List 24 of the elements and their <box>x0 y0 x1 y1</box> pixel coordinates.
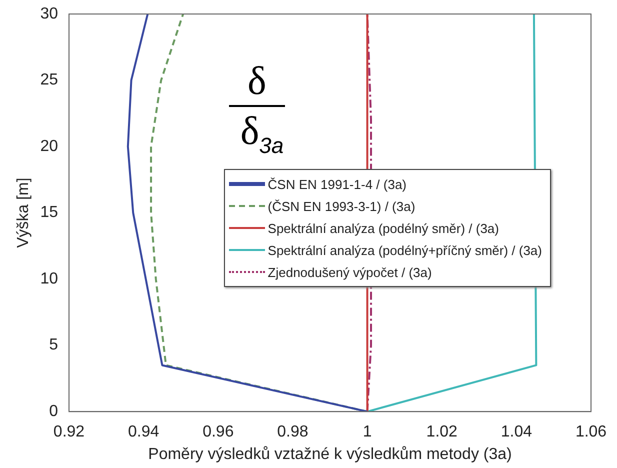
x-tick-label: 1.04 <box>500 424 532 441</box>
x-tick-label: 1 <box>362 424 372 441</box>
y-tick-label: 15 <box>40 204 58 222</box>
x-tick-label: 0.92 <box>53 424 85 441</box>
y-tick-label: 0 <box>49 403 58 420</box>
x-tick-label: 1.02 <box>426 424 458 441</box>
legend-label: Spektrální analýza (podélný směr) / (3a) <box>268 220 499 236</box>
legend-label: ČSN EN 1991-1-4 / (3a) <box>268 176 407 192</box>
legend-label: Spektrální analýza (podélný+příčný směr) / (3a) <box>268 242 542 258</box>
y-tick-label: 10 <box>40 270 58 288</box>
x-tick-label: 1.06 <box>575 424 607 441</box>
x-tick-label: 0.96 <box>202 424 234 441</box>
annotation: δ <box>246 58 268 103</box>
x-axis-title: Poměry výsledků vztažné k výsledkům metody (3a) <box>148 446 512 463</box>
y-tick-label: 5 <box>49 336 58 354</box>
y-tick-label: 20 <box>40 138 58 155</box>
x-tick-label: 0.98 <box>277 424 308 441</box>
annotation: δ$_{3a}$ <box>239 108 285 160</box>
x-tick-label: 0.94 <box>128 424 160 441</box>
legend-label: Zjednodušený výpočet / (3a) <box>268 264 432 280</box>
y-tick-label: 30 <box>40 5 58 22</box>
legend-label: (ČSN EN 1993-3-1) / (3a) <box>268 198 416 214</box>
y-axis-title: Výška [m] <box>15 178 32 248</box>
y-tick-label: 25 <box>40 72 58 89</box>
